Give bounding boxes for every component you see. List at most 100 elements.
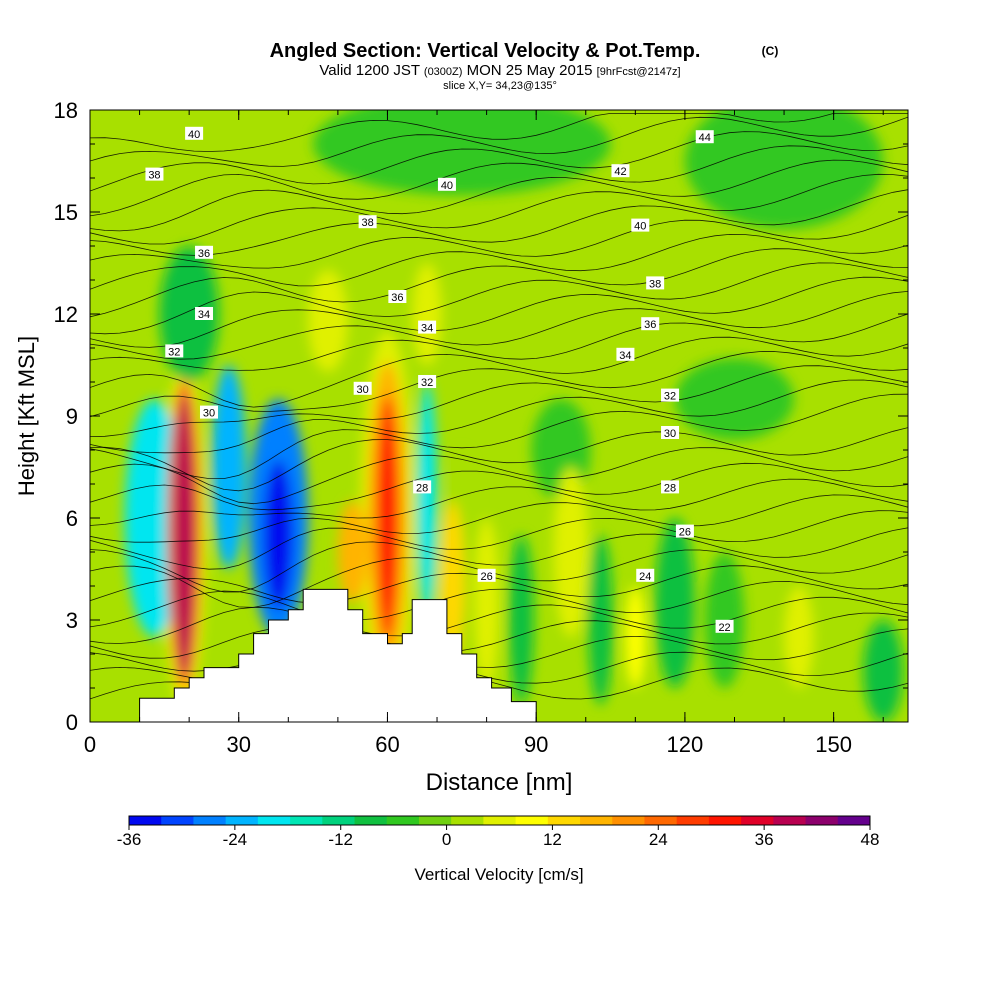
contour-label: 28 (661, 480, 680, 494)
theta-contour-line (90, 262, 908, 335)
contour-label: 30 (661, 426, 680, 440)
contour-label: 40 (631, 218, 650, 233)
contour-label-text: 28 (664, 482, 676, 494)
theta-contour-line (90, 427, 908, 492)
colorbar-swatch (773, 816, 807, 825)
contour-label-bg (641, 317, 660, 331)
contour-label-text: 30 (203, 408, 215, 420)
colorbar-swatch (451, 816, 484, 825)
subtitle-date: MON 25 May 2015 (467, 62, 593, 79)
theta-contour-line (90, 173, 908, 245)
contour-label-bg (199, 405, 218, 419)
colorbar-swatch (515, 816, 549, 825)
colorbar-label: Vertical Velocity [cm/s] (414, 865, 583, 884)
colorbar-swatch (483, 816, 517, 825)
contour-label: 38 (646, 276, 665, 290)
colorbar-tick-label: -12 (328, 830, 353, 849)
theta-contour-line (90, 291, 908, 360)
x-axis: 0 30 60 90 120 150 (84, 110, 884, 757)
contour-label: 30 (353, 381, 372, 396)
chart-subtitle: Valid 1200 JST (0300Z) MON 25 May 2015 [… (319, 62, 680, 79)
x-tick-label: 60 (375, 732, 399, 757)
contour-label: 26 (477, 568, 496, 583)
chart-title-mark: (C) (762, 44, 779, 58)
contour-label-bg (185, 126, 204, 140)
contour-label-bg (418, 375, 437, 388)
contour-labels: 40 38 40 38 36 36 34 34 32 32 30 30 28 26 44 42 40 38 36 34… (145, 126, 734, 634)
contour-label: 32 (165, 344, 184, 358)
colorbar-swatch (418, 816, 452, 825)
contour-label-text: 40 (441, 180, 453, 192)
velocity-cell (784, 586, 814, 688)
contour-label: 40 (437, 177, 456, 192)
contour-label: 34 (616, 347, 635, 362)
contour-label-text: 22 (718, 622, 730, 634)
y-axis-label: Height [Kft MSL] (14, 336, 39, 496)
contour-label-bg (675, 524, 694, 538)
colorbar-swatch (257, 816, 291, 825)
contour-label-text: 38 (361, 217, 373, 229)
plot-area: 40 38 40 38 36 36 34 34 32 32 30 30 28 26 44 42 40 38 36 34… (90, 110, 908, 722)
colorbar-swatch (644, 816, 678, 825)
contour-label-text: 36 (391, 292, 403, 304)
contour-label: 40 (185, 126, 204, 141)
velocity-cell (625, 586, 646, 688)
contour-label: 36 (388, 290, 407, 304)
contour-label-bg (661, 480, 680, 494)
theta-contour-line (90, 447, 908, 505)
terrain (139, 588, 537, 722)
contour-label: 42 (611, 164, 630, 178)
contour-label-text: 32 (168, 346, 180, 358)
velocity-cell (655, 518, 695, 688)
velocity-cell (417, 382, 438, 620)
contour-label-bg (616, 347, 635, 361)
contour-label: 38 (358, 215, 377, 229)
theta-contour-line (90, 379, 908, 454)
contour-label: 36 (641, 317, 660, 331)
velocity-cell (376, 395, 399, 641)
contour-label-bg (353, 381, 372, 395)
colorbar-swatch (161, 816, 194, 825)
velocity-cell (412, 263, 442, 365)
colorbar-tick-label: -24 (223, 830, 248, 849)
colorbar-swatch (676, 816, 710, 825)
velocity-cell (211, 365, 247, 569)
contour-label-text: 34 (619, 350, 631, 362)
contour-label: 38 (145, 167, 164, 182)
colorbar-swatch (290, 816, 323, 825)
velocity-cell (508, 535, 534, 705)
contour-label: 32 (661, 388, 680, 403)
colorbar-tick-label: 48 (861, 830, 880, 849)
contour-label-bg (477, 568, 496, 582)
contour-label-bg (661, 388, 680, 402)
subtitle-fcst: [9hrFcst@2147z] (597, 66, 681, 78)
contour-label-text: 42 (614, 166, 626, 178)
colorbar-swatch (805, 816, 839, 825)
contour-label: 44 (695, 130, 714, 144)
contour-label-bg (165, 344, 184, 358)
theta-contour-line (90, 478, 908, 526)
contour-label-text: 26 (480, 571, 492, 583)
theta-contour-line (90, 393, 908, 479)
velocity-cell (313, 110, 611, 195)
x-axis-label: Distance [nm] (426, 769, 573, 796)
contour-label-bg (195, 245, 214, 259)
theta-contour-line (90, 565, 908, 604)
theta-contour-line (90, 510, 908, 570)
velocity-cell (337, 501, 368, 603)
contour-label-bg (636, 568, 655, 582)
colorbar-frame (128, 815, 871, 826)
colorbar-tick-label: 0 (442, 830, 451, 849)
theta-contour-line (90, 248, 908, 318)
theta-contour-line (90, 113, 908, 152)
velocity-cell (474, 518, 499, 688)
theta-contour-line (90, 462, 908, 511)
contour-label-bg (646, 276, 665, 290)
colorbar-swatch (225, 816, 259, 825)
contour-label: 36 (195, 245, 214, 260)
colorbar-swatch (837, 816, 871, 825)
colorbar-swatch (386, 816, 420, 825)
colorbar-tick-label: -36 (117, 830, 142, 849)
contour-label-text: 32 (421, 377, 433, 389)
